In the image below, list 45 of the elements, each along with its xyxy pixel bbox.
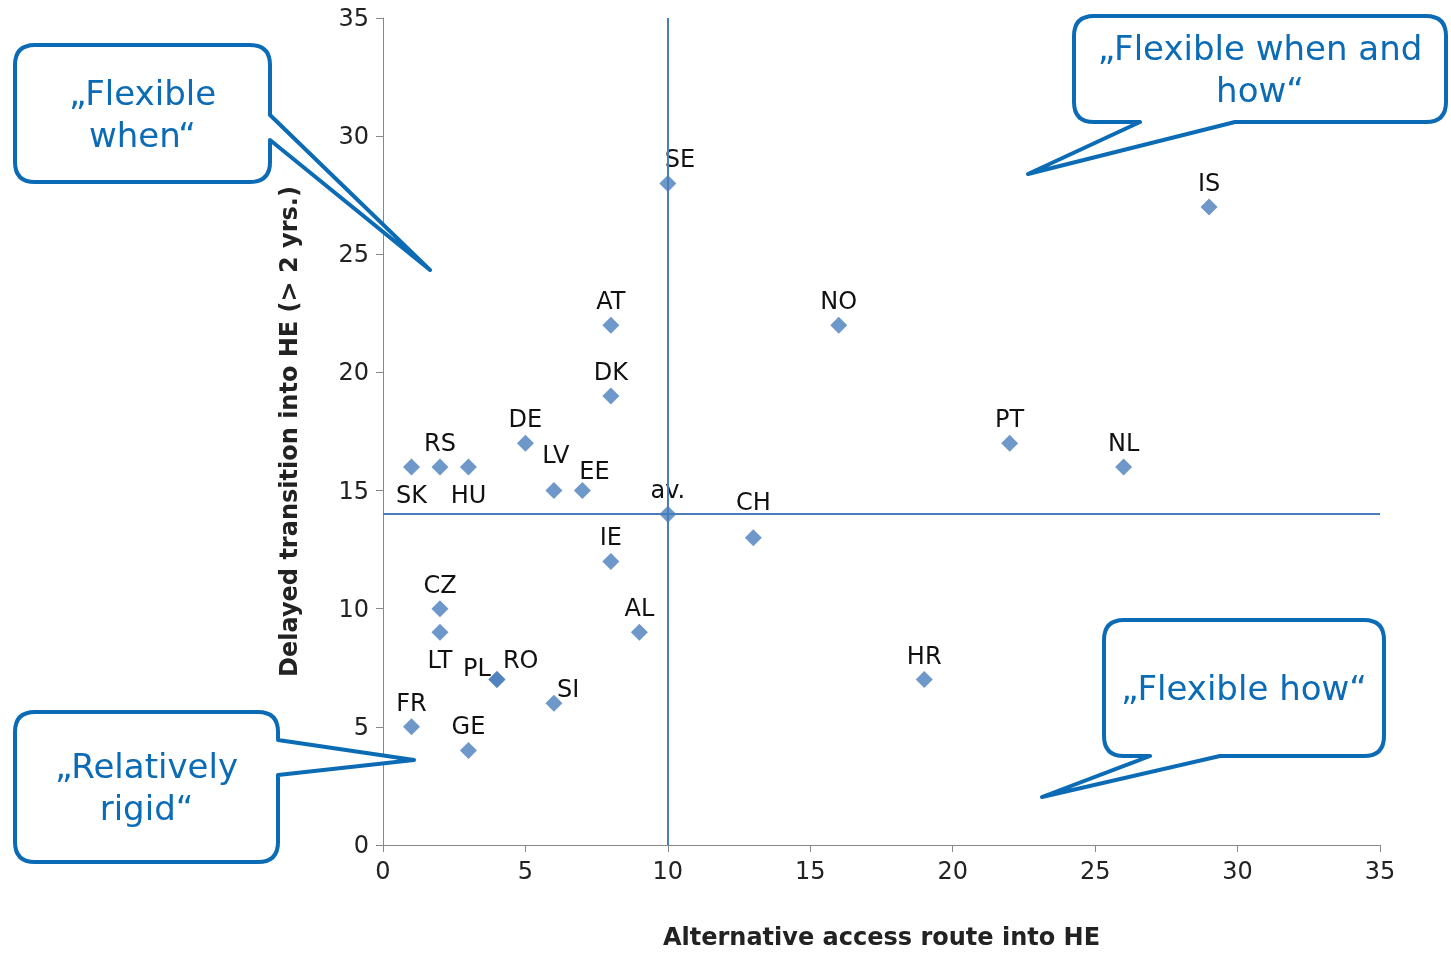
x-axis-title: Alternative access route into HE bbox=[662, 923, 1101, 951]
annotation: HU bbox=[450, 480, 487, 509]
x-tick-label: 15 bbox=[795, 857, 826, 885]
x-tick-label: 25 bbox=[1079, 857, 1111, 885]
x-tick-label: 30 bbox=[1222, 857, 1253, 885]
annotation: SI bbox=[556, 675, 580, 704]
annotation: „Flexible how“ bbox=[1120, 667, 1368, 710]
x-tick-label: 10 bbox=[652, 857, 684, 885]
annotation: CH bbox=[735, 487, 771, 516]
annotation: FR bbox=[396, 688, 427, 717]
annotation: AT bbox=[596, 287, 626, 316]
annotation: PL bbox=[463, 653, 492, 682]
annotation: EE bbox=[579, 456, 610, 485]
y-tick-label: 20 bbox=[338, 358, 369, 387]
annotation: HR bbox=[906, 641, 942, 670]
y-tick-label: 30 bbox=[338, 122, 369, 151]
y-tick-label: 10 bbox=[338, 594, 369, 623]
y-tick-label: 5 bbox=[353, 712, 369, 741]
annotation: IE bbox=[599, 523, 623, 552]
x-tick-label: 20 bbox=[937, 857, 968, 885]
annotation: RO bbox=[502, 645, 539, 674]
y-tick-label: 0 bbox=[353, 831, 369, 859]
y-tick-label: 35 bbox=[338, 4, 369, 32]
y-tick-label: 25 bbox=[338, 240, 369, 269]
annotation: „Flexible when and how“ bbox=[1096, 27, 1424, 112]
text: „Relatively rigid“ bbox=[53, 745, 240, 830]
annotation: PT bbox=[995, 405, 1025, 434]
x-tick-label: 0 bbox=[375, 857, 391, 885]
annotation: CZ bbox=[423, 570, 457, 599]
text: „Flexible when“ bbox=[67, 71, 218, 157]
annotation: SK bbox=[395, 480, 429, 509]
annotation: GE bbox=[451, 712, 486, 741]
annotation: NO bbox=[820, 287, 858, 316]
x-tick-label: 35 bbox=[1364, 857, 1396, 885]
annotation: LT bbox=[427, 646, 453, 675]
annotation: DE bbox=[508, 405, 543, 434]
y-tick-label: 15 bbox=[338, 476, 369, 505]
annotation: AL bbox=[624, 594, 655, 623]
x-tick-label: 5 bbox=[517, 857, 534, 885]
annotation: LV bbox=[542, 440, 571, 469]
annotation: IS bbox=[1197, 169, 1221, 198]
annotation: RS bbox=[424, 428, 456, 457]
annotation: DK bbox=[593, 358, 630, 387]
annotation: NL bbox=[1107, 428, 1140, 457]
y-axis-title: Delayed transition into HE (> 2 yrs.) bbox=[275, 186, 303, 677]
